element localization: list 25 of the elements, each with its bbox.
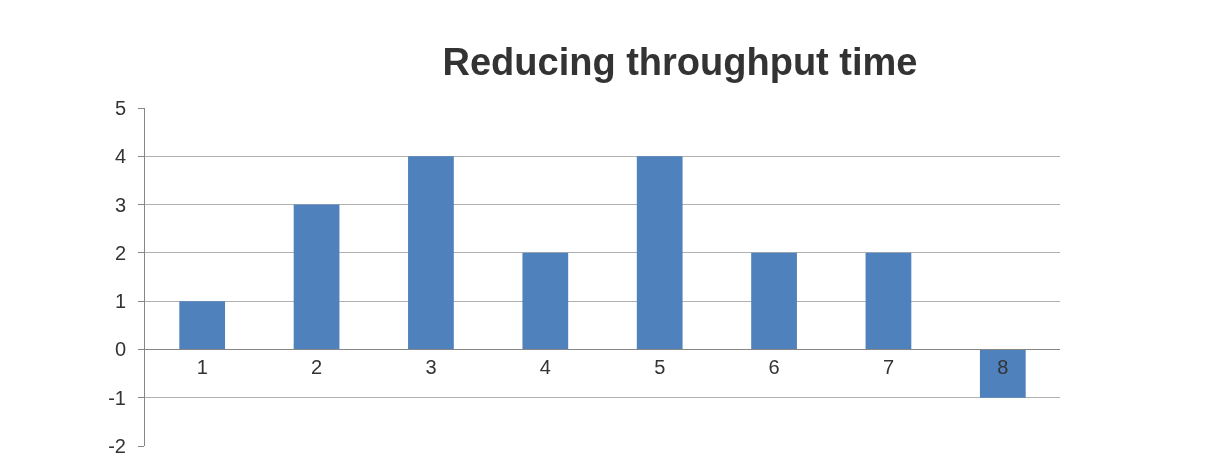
x-tick-label: 4 — [539, 356, 551, 379]
bar — [751, 252, 797, 350]
x-tick-label: 8 — [997, 356, 1009, 379]
y-tick-label: -1 — [108, 386, 126, 409]
bar — [522, 252, 569, 350]
x-tick-label: 2 — [311, 356, 323, 379]
bar — [408, 156, 454, 350]
bar — [979, 349, 1026, 398]
x-tick-label: 7 — [882, 356, 894, 379]
x-tick-label: 6 — [768, 356, 780, 379]
y-tick-label: 2 — [114, 241, 126, 264]
bar — [865, 252, 912, 350]
x-tick-label: 1 — [196, 356, 208, 379]
y-tick-label: 1 — [114, 290, 126, 313]
bar — [636, 156, 683, 350]
bar — [179, 301, 226, 350]
y-tick-label: 5 — [114, 97, 126, 119]
y-tick-label: 3 — [114, 193, 126, 216]
x-tick-label: 5 — [654, 356, 666, 379]
y-tick-label: 0 — [114, 338, 126, 361]
chart-title: Reducing throughput time — [442, 41, 918, 84]
x-tick-label: 3 — [425, 356, 437, 379]
y-tick-label: -2 — [108, 435, 126, 457]
bar — [293, 204, 340, 350]
y-tick-label: 4 — [114, 145, 126, 168]
